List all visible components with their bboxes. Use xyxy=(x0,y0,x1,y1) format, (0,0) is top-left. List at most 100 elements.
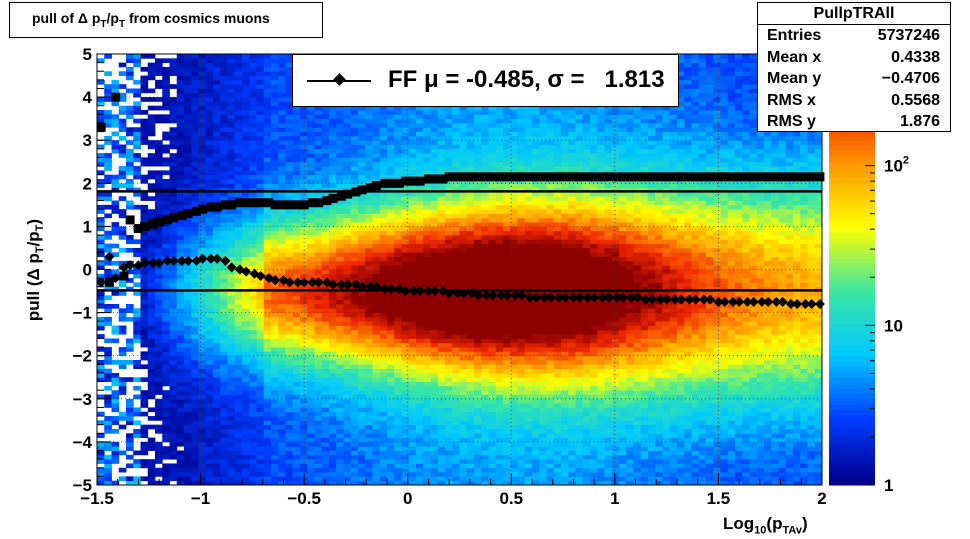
heat-cell xyxy=(104,316,112,322)
heat-cell xyxy=(227,403,236,408)
heat-cell xyxy=(256,88,265,94)
heat-cell xyxy=(474,467,482,473)
heat-cell xyxy=(372,420,381,426)
heat-cell xyxy=(416,312,424,318)
heat-cell xyxy=(285,54,294,59)
heat-cell xyxy=(176,351,185,357)
heat-cell xyxy=(118,450,127,456)
heat-cell xyxy=(126,148,134,154)
heat-cell xyxy=(249,191,257,197)
heat-cell xyxy=(97,273,105,279)
heat-cell xyxy=(191,66,199,72)
heat-cell xyxy=(169,71,178,76)
heat-cell xyxy=(466,256,475,262)
heat-cell xyxy=(379,135,388,141)
heat-cell xyxy=(459,390,468,395)
heat-cell xyxy=(459,140,468,145)
heat-cell xyxy=(220,71,228,76)
heat-cell xyxy=(191,196,199,201)
heat-cell xyxy=(459,325,468,331)
heat-cell xyxy=(205,316,214,322)
heat-cell xyxy=(205,312,214,318)
heat-cell xyxy=(176,226,185,232)
heat-cell xyxy=(191,148,199,154)
heat-cell xyxy=(408,209,417,214)
heat-cell xyxy=(416,226,424,232)
heat-cell xyxy=(329,247,337,253)
heat-cell xyxy=(416,122,424,128)
heat-cell xyxy=(162,101,170,107)
heat-cell xyxy=(184,226,192,232)
heat-cell xyxy=(430,398,439,404)
heat-cell xyxy=(430,217,439,223)
heat-cell xyxy=(459,437,468,443)
heat-cell xyxy=(350,256,359,262)
heat-cell xyxy=(278,71,286,76)
heat-cell xyxy=(242,105,250,111)
heat-cell xyxy=(271,411,279,417)
heat-cell xyxy=(365,459,373,464)
heat-cell xyxy=(278,252,286,257)
heat-cell xyxy=(387,377,395,382)
heat-cell xyxy=(97,222,105,227)
heat-cell xyxy=(321,213,330,219)
heat-cell xyxy=(155,209,163,214)
heat-cell xyxy=(445,260,453,266)
heat-cell xyxy=(133,450,141,456)
heat-cell xyxy=(307,368,315,374)
heat-cell xyxy=(242,217,250,223)
heat-cell xyxy=(242,252,250,257)
heat-cell xyxy=(329,170,337,176)
heat-cell xyxy=(423,329,431,335)
heat-cell xyxy=(379,153,388,158)
heat-cell xyxy=(263,360,272,365)
heat-cell xyxy=(169,247,178,253)
heat-cell xyxy=(191,377,199,382)
heat-cell xyxy=(379,217,388,223)
heat-cell xyxy=(198,135,207,141)
heat-cell xyxy=(292,183,301,189)
heat-cell xyxy=(387,411,395,417)
heat-cell xyxy=(437,446,446,451)
heat-cell xyxy=(394,105,402,111)
heat-cell xyxy=(263,88,272,94)
heat-cell xyxy=(437,127,446,132)
heat-cell xyxy=(358,140,366,145)
heat-cell xyxy=(300,157,308,163)
heat-cell xyxy=(249,463,257,469)
heat-cell xyxy=(343,381,352,387)
heat-cell xyxy=(140,118,149,124)
heat-cell xyxy=(379,243,388,249)
heat-cell xyxy=(227,273,236,279)
heat-cell xyxy=(285,411,294,417)
heat-cell xyxy=(147,295,156,301)
heat-cell xyxy=(169,278,178,283)
heat-cell xyxy=(278,403,286,408)
heat-cell xyxy=(292,472,301,477)
heat-cell xyxy=(379,476,388,482)
heat-cell xyxy=(285,265,294,270)
heat-cell xyxy=(162,286,170,292)
heat-cell xyxy=(329,338,337,344)
heat-cell xyxy=(394,260,402,266)
heat-cell xyxy=(147,62,156,68)
heat-cell xyxy=(379,256,388,262)
heat-cell xyxy=(430,278,439,283)
heat-cell xyxy=(307,312,315,318)
heat-cell xyxy=(350,286,359,292)
heat-cell xyxy=(118,411,127,417)
heat-cell xyxy=(205,191,214,197)
heat-cell xyxy=(401,381,410,387)
heat-cell xyxy=(379,200,388,206)
heat-cell xyxy=(372,303,381,309)
heat-cell xyxy=(365,278,373,283)
heat-cell xyxy=(205,428,214,434)
heat-cell xyxy=(452,424,460,430)
heat-cell xyxy=(169,454,178,460)
heat-cell xyxy=(220,316,228,322)
heat-cell xyxy=(285,321,294,326)
heat-cell xyxy=(242,316,250,322)
heat-cell xyxy=(336,377,344,382)
heat-cell xyxy=(169,269,178,275)
heat-cell xyxy=(474,398,482,404)
